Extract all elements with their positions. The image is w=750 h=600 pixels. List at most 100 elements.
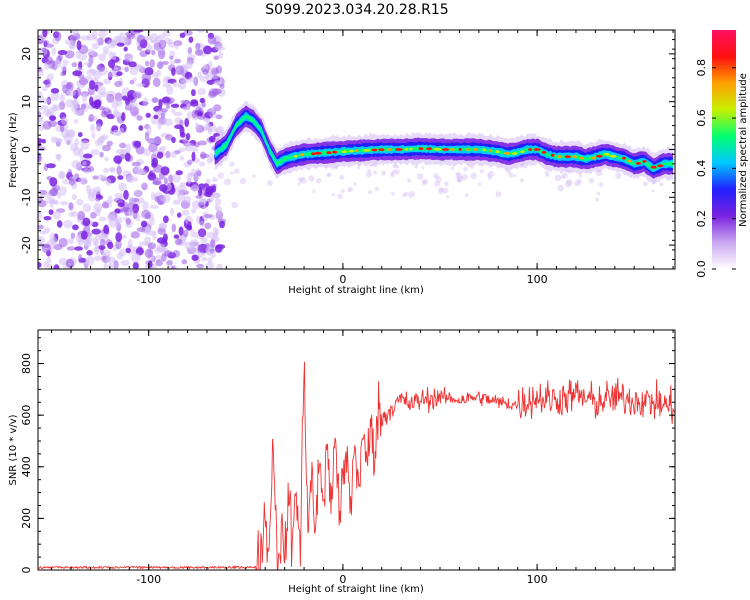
noise-blob (65, 129, 75, 138)
spectral-ridge-layer (214, 100, 674, 186)
noise-blob (172, 173, 181, 183)
ridge-peak (300, 153, 305, 157)
noise-blob (205, 178, 211, 184)
noise-blob (136, 115, 143, 121)
noise-blob (207, 257, 213, 264)
ridge-haze (477, 182, 482, 186)
noise-blob (38, 152, 41, 162)
noise-blob (53, 104, 62, 111)
y-tick-label: 800 (20, 353, 33, 374)
ridge-haze (642, 181, 649, 187)
snr-panel: -100 0 100 0 200 400 600 800 Height of straigh… (8, 329, 676, 595)
noise-blob (78, 254, 83, 264)
noise-blob (144, 236, 152, 243)
ridge-haze (231, 201, 239, 209)
noise-blob (160, 112, 166, 119)
noise-blob (53, 210, 62, 220)
noise-blob (185, 142, 195, 152)
spectrogram-plot-area (38, 30, 674, 269)
ridge-peak (482, 148, 486, 152)
noise-blob (80, 35, 91, 41)
ridge-haze (390, 172, 395, 177)
noise-blob (58, 257, 69, 266)
ridge-peak (409, 147, 413, 151)
noise-blob (138, 125, 144, 131)
noise-blob (43, 261, 49, 269)
colorbar-ticks (712, 67, 736, 270)
ridge-peak (564, 155, 571, 159)
noise-blob (118, 182, 127, 192)
noise-blob (187, 247, 193, 252)
ridge-haze (404, 192, 409, 197)
noise-blob (177, 192, 186, 202)
noise-blob (98, 135, 106, 142)
noise-blob (121, 112, 126, 122)
noise-blob (106, 113, 115, 120)
noise-blob (132, 77, 137, 82)
noise-blob (38, 115, 44, 124)
x-tick-label: 0 (339, 273, 346, 286)
noise-blob (185, 61, 193, 69)
noise-blob (216, 263, 223, 269)
ridge-peak (450, 148, 455, 151)
noise-blob (105, 178, 112, 186)
noise-blob (62, 178, 72, 185)
noise-blob (103, 51, 109, 56)
ridge-haze (598, 182, 604, 187)
noise-blob (94, 99, 102, 108)
noise-blob (142, 97, 149, 107)
noise-blob (187, 221, 192, 230)
noise-blob (77, 132, 83, 138)
noise-blob (128, 61, 137, 68)
noise-blob (157, 49, 166, 60)
ridge-peak (528, 148, 532, 151)
noise-blob (219, 220, 225, 229)
noise-blob (59, 93, 65, 102)
noise-blob (91, 42, 100, 50)
noise-blob (108, 51, 114, 60)
noise-blob (114, 208, 121, 214)
noise-blob (218, 50, 224, 59)
noise-blob (147, 242, 157, 250)
noise-blob (39, 230, 47, 235)
noise-blob (158, 184, 168, 192)
noise-blob (177, 184, 187, 194)
noise-blob (72, 98, 79, 108)
ridge-peak (495, 150, 500, 154)
noise-blob (204, 123, 213, 131)
ridge-haze (578, 173, 583, 178)
noise-blob (203, 45, 213, 55)
noise-blob (38, 189, 48, 196)
noise-blob (106, 140, 114, 147)
ridge-haze (339, 174, 345, 180)
ridge-haze (416, 173, 424, 180)
noise-blob (197, 244, 202, 253)
noise-blob (212, 88, 223, 95)
noise-blob (211, 177, 218, 183)
ridge-haze (366, 171, 372, 178)
ridge-haze (367, 168, 371, 173)
ridge-haze (435, 176, 442, 183)
noise-blob (172, 250, 180, 258)
noise-blob (152, 77, 161, 87)
noise-blob (54, 31, 62, 42)
noise-blob (137, 44, 143, 52)
noise-blob (188, 36, 194, 43)
noise-blob (92, 175, 99, 180)
noise-blob (189, 100, 199, 107)
ridge-peak (341, 150, 347, 154)
ridge-haze (596, 191, 601, 196)
noise-blob (144, 248, 153, 258)
noise-blob (179, 119, 184, 127)
noise-blob (103, 224, 110, 235)
noise-blob (50, 187, 58, 197)
ridge-haze (340, 188, 345, 193)
x-tick-label: 0 (339, 573, 346, 586)
noise-blob (87, 48, 95, 55)
noise-blob (68, 202, 74, 210)
noise-blob (73, 119, 79, 124)
noise-blob (196, 30, 206, 33)
noise-blob (131, 161, 141, 167)
